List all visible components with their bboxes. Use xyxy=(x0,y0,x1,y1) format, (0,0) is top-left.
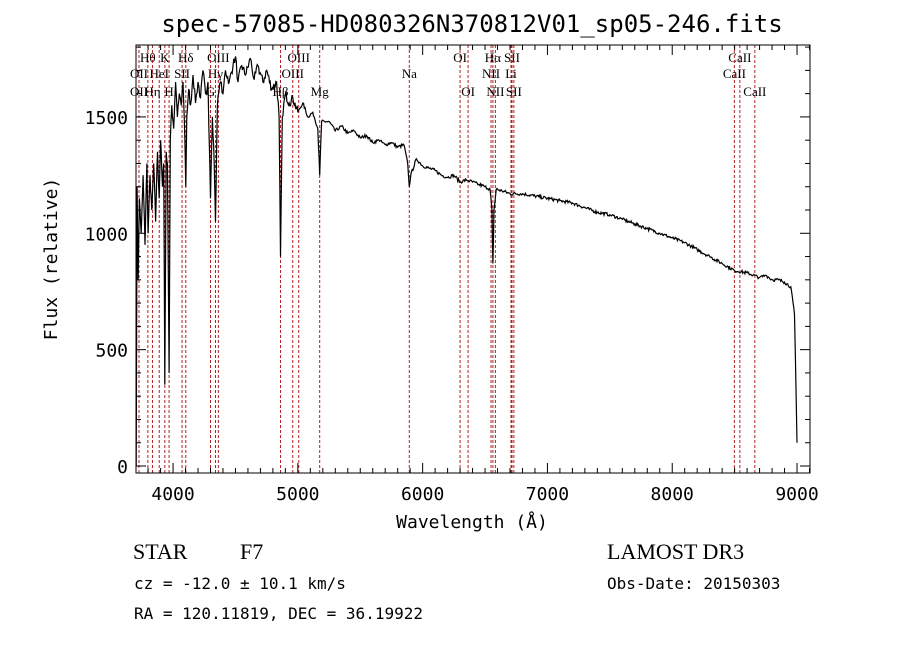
coordinates-text: RA = 120.11819, DEC = 36.19922 xyxy=(134,604,423,623)
line-marker-label: CaII xyxy=(728,50,751,65)
x-tick-label: 6000 xyxy=(401,484,444,505)
x-tick-label: 4000 xyxy=(151,484,194,505)
line-marker-label: Mg xyxy=(311,84,330,99)
survey-name: LAMOST DR3 xyxy=(607,539,744,564)
line-marker-label: Hδ xyxy=(178,50,194,65)
plot-frame xyxy=(135,44,811,474)
obs-date: Obs-Date: 20150303 xyxy=(607,574,780,593)
line-marker-label: OIII xyxy=(282,66,304,81)
line-marker-label: SII xyxy=(174,66,190,81)
x-tick-label: 5000 xyxy=(276,484,319,505)
line-marker-label: OIII xyxy=(207,50,229,65)
line-marker-label: OII xyxy=(130,66,148,81)
y-tick-label: 500 xyxy=(95,341,128,362)
x-tick-label: 8000 xyxy=(651,484,694,505)
line-marker-label: Li xyxy=(505,66,517,81)
line-marker-label: Hη xyxy=(144,84,160,99)
line-marker-label: NII xyxy=(482,66,500,81)
line-marker-label: OII xyxy=(130,84,148,99)
line-marker-label: Hα xyxy=(485,50,501,65)
object-type: STAR xyxy=(133,539,188,564)
line-marker-label: OI xyxy=(453,50,467,65)
x-axis-label: Wavelength (Å) xyxy=(396,511,548,533)
line-marker-label: NII xyxy=(486,84,504,99)
line-marker-label: H xyxy=(164,84,173,99)
line-marker-label: OI xyxy=(461,84,475,99)
line-marker-label: SII xyxy=(504,50,520,65)
chart-title: spec-57085-HD080326N370812V01_sp05-246.f… xyxy=(161,10,782,38)
y-tick-label: 0 xyxy=(117,457,128,478)
x-tick-label: 7000 xyxy=(526,484,569,505)
subclass: F7 xyxy=(240,539,263,564)
line-marker-label: OIII xyxy=(288,50,310,65)
line-marker-label: K xyxy=(160,50,170,65)
line-marker-label: SII xyxy=(506,84,522,99)
y-tick-label: 1000 xyxy=(85,224,128,245)
line-marker-label: CaII xyxy=(723,66,746,81)
axis-ticks: 4000 5000 6000 7000 8000 9000 0 500 1000 1500 xyxy=(85,45,819,505)
x-tick-label: 9000 xyxy=(775,484,818,505)
line-marker-label: HeI xyxy=(149,66,169,81)
redshift-text: cz = -12.0 ± 10.1 km/s xyxy=(134,574,346,593)
line-marker-label: G xyxy=(206,84,215,99)
line-marker-label: Na xyxy=(402,66,417,81)
line-marker-label: Hγ xyxy=(208,66,223,81)
spectrum-line xyxy=(135,56,798,467)
y-tick-label: 1500 xyxy=(85,108,128,129)
line-marker-label: CaII xyxy=(743,84,766,99)
y-axis-label: Flux (relative) xyxy=(41,178,62,341)
line-marker-label: Hθ xyxy=(140,50,156,65)
